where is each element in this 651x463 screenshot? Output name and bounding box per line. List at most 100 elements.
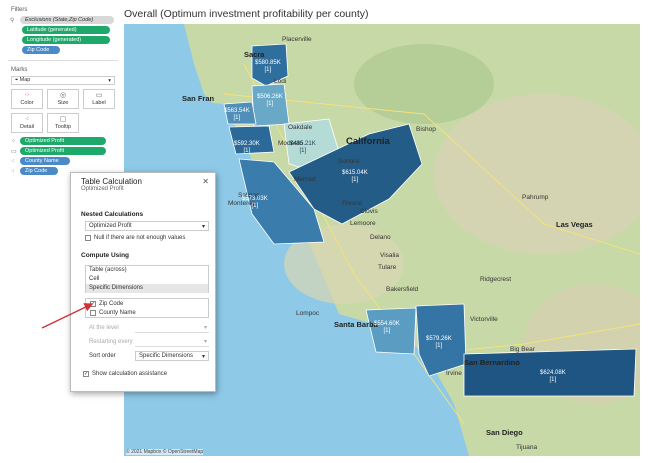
marks-title: Marks	[11, 67, 28, 73]
label-button-label: Label	[92, 100, 106, 106]
view-title: Overall (Optimum investment profitabilit…	[124, 8, 369, 20]
county-value-label: $592.30K [1]	[234, 141, 260, 154]
city-label: Lompoc	[296, 310, 320, 317]
filters-shelf: Filters ⚲ Exclusions (State,Zip Code) La…	[8, 7, 118, 61]
city-label: Pahrump	[522, 194, 549, 201]
city-label: Irvine	[446, 370, 462, 377]
detail-button[interactable]: ⁖ Detail	[11, 113, 43, 133]
mark-field-row: ⁘ Optimized Profit	[11, 137, 118, 145]
null-checkbox-label: Null if there are not enough values	[94, 235, 186, 241]
city-label: Visalia	[380, 252, 400, 259]
city-label: Merced	[294, 176, 316, 183]
county-value-label: $485.21K [1]	[290, 141, 316, 154]
marks-card: Marks ⌖ Map ▾ ⁘ Color ◎ Size ▭ Label	[8, 67, 118, 175]
mark-field-optimized-profit[interactable]: Optimized Profit	[20, 137, 106, 145]
city-label: Oakdale	[288, 124, 313, 131]
city-label: Placerville	[282, 36, 312, 43]
county-value-label: $506.26K [1]	[257, 94, 283, 107]
label-icon: ▭	[11, 148, 17, 155]
chevron-down-icon: ▾	[201, 223, 205, 230]
compute-using-heading: Compute Using	[81, 252, 130, 259]
nested-calculation-select[interactable]: Optimized Profit ▾	[85, 221, 209, 231]
mark-field-zip-code[interactable]: Zip Code	[20, 167, 58, 175]
calculation-assistance-row[interactable]: ✓ Show calculation assistance	[83, 371, 167, 377]
county-shape[interactable]	[463, 348, 637, 397]
compute-option-cell[interactable]: Cell	[89, 276, 100, 282]
size-icon: ◎	[59, 92, 67, 99]
filter-pill-longitude[interactable]: Longitude (generated)	[22, 36, 110, 44]
county-value-label: $615.04K [1]	[342, 170, 368, 183]
sort-order-value: Specific Dimensions	[139, 353, 194, 359]
tooltip-icon: ▢	[59, 116, 67, 123]
county-value-label: $554.60K [1]	[374, 321, 400, 334]
restarting-every-label: Restarting every	[89, 339, 133, 345]
detail-button-label: Detail	[19, 124, 35, 130]
null-checkbox-row[interactable]: Null if there are not enough values	[85, 235, 185, 241]
county-shape[interactable]	[288, 123, 423, 225]
mark-field-row: ⁖ County Name	[11, 157, 118, 165]
county-value-label: $580.85K [1]	[255, 60, 281, 73]
city-label: Bishop	[416, 126, 436, 133]
compute-option-table-across[interactable]: Table (across)	[89, 267, 127, 273]
city-label: San Fran	[182, 94, 215, 103]
city-label: Las Vegas	[556, 220, 593, 229]
mark-field-row: ⁖ Zip Code	[11, 167, 118, 175]
city-label: San Diego	[486, 428, 523, 437]
county-shape[interactable]	[365, 307, 417, 355]
detail-icon: ⁖	[11, 158, 15, 165]
county-shape[interactable]	[251, 43, 289, 87]
county-shape[interactable]	[223, 101, 257, 125]
compute-option-specific-dimensions[interactable]: Specific Dimensions	[86, 284, 208, 293]
county-name-label: County Name	[99, 310, 136, 316]
mark-buttons: ⁘ Color ◎ Size ▭ Label ⁖ Detail ▢ Tool	[11, 89, 115, 133]
color-dots-icon: ⁘	[11, 138, 17, 145]
at-the-level-select[interactable]: ▾	[135, 324, 209, 333]
calculation-assistance-checkbox[interactable]: ✓	[83, 371, 89, 377]
county-value-label: $563.54K [1]	[224, 108, 250, 121]
mark-type-select[interactable]: ⌖ Map ▾	[11, 76, 115, 85]
color-button-label: Color	[20, 100, 34, 106]
detail-icon: ⁖	[11, 168, 15, 175]
city-label: Fresno	[342, 200, 363, 207]
county-shape[interactable]	[228, 125, 275, 155]
chevron-down-icon: ▾	[108, 77, 111, 84]
city-label: Lemoore	[350, 220, 376, 227]
filter-pill-exclusions[interactable]: Exclusions (State,Zip Code)	[20, 16, 114, 24]
city-label: Modesto	[278, 140, 303, 147]
sort-order-label: Sort order	[89, 353, 116, 359]
compute-using-list[interactable]: Table (across) Cell Specific Dimensions	[85, 265, 209, 293]
left-panel: Filters ⚲ Exclusions (State,Zip Code) La…	[8, 4, 118, 204]
county-shape[interactable]	[415, 303, 467, 377]
city-label: Bakersfield	[386, 286, 419, 293]
null-checkbox[interactable]	[85, 235, 91, 241]
county-value-label: $624.08K [1]	[540, 370, 566, 383]
map-attribution[interactable]: © 2021 Mapbox © OpenStreetMap	[126, 449, 204, 455]
city-label: Monterey	[228, 200, 256, 207]
city-label: Lodi	[274, 78, 287, 85]
close-icon[interactable]: ✕	[202, 177, 209, 186]
table-calculation-dialog: Table Calculation Optimized Profit ✕ Nes…	[70, 172, 216, 392]
mark-field-county-name[interactable]: County Name	[20, 157, 70, 165]
city-label: Santa Barba	[334, 320, 378, 329]
size-button[interactable]: ◎ Size	[47, 89, 79, 109]
size-button-label: Size	[57, 100, 69, 106]
county-shape[interactable]	[238, 158, 325, 245]
sort-order-select[interactable]: Specific Dimensions ▾	[135, 351, 209, 361]
city-label: Victorville	[470, 316, 498, 323]
color-button[interactable]: ⁘ Color	[11, 89, 43, 109]
nested-calculation-value: Optimized Profit	[89, 223, 132, 229]
filter-pill-latitude[interactable]: Latitude (generated)	[22, 26, 110, 34]
label-button[interactable]: ▭ Label	[83, 89, 115, 109]
restarting-every-select[interactable]: ▾	[135, 338, 209, 347]
tooltip-button[interactable]: ▢ Tooltip	[47, 113, 79, 133]
dialog-subtitle: Optimized Profit	[81, 186, 124, 192]
mark-field-optimized-profit-label[interactable]: Optimized Profit	[20, 147, 106, 155]
nested-calculations-heading: Nested Calculations	[81, 211, 144, 218]
filter-pill-zip[interactable]: Zip Code	[22, 46, 60, 54]
zip-code-label: Zip Code	[99, 301, 124, 307]
tooltip-button-label: Tooltip	[55, 124, 71, 130]
map-icon: ⌖	[15, 77, 19, 83]
city-label: Sonora	[338, 158, 359, 165]
city-label: Clovis	[360, 208, 378, 215]
